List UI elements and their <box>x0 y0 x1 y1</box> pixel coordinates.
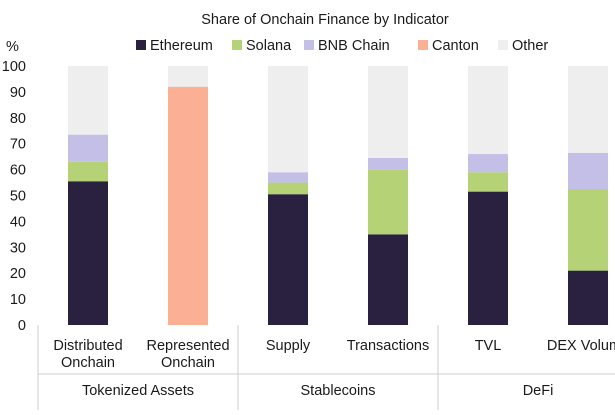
legend-swatch <box>304 40 314 50</box>
legend-label: Ethereum <box>150 38 213 54</box>
x-tick-label: Onchain <box>161 355 215 371</box>
bar-segment <box>268 66 308 173</box>
bar-segment <box>468 66 508 155</box>
x-tick-label: DEX Volume <box>547 338 615 354</box>
bar-stack <box>568 66 608 325</box>
bar-segment <box>468 191 508 325</box>
y-axis-unit-label: % <box>6 39 19 55</box>
legend-item: Solana <box>232 38 292 54</box>
bar-stack <box>168 66 208 325</box>
bar-stack <box>268 66 308 325</box>
x-tick-label: Supply <box>266 338 311 354</box>
bar-stack <box>368 66 408 325</box>
y-tick-label: 20 <box>10 266 26 282</box>
bar-segment <box>68 66 108 135</box>
bar-segment <box>268 182 308 195</box>
bar-segment <box>68 134 108 162</box>
bar-segment <box>368 169 408 235</box>
y-tick-label: 100 <box>2 59 26 75</box>
bar-segment <box>68 181 108 325</box>
legend-label: Solana <box>246 38 292 54</box>
x-group-label: Stablecoins <box>301 383 376 399</box>
bar-stack <box>68 66 108 325</box>
y-axis: 0 10 20 30 40 50 60 70 80 90 100 <box>2 59 26 334</box>
bars <box>68 66 608 325</box>
legend-item: Ethereum <box>136 38 213 54</box>
x-tick-label: Distributed <box>53 338 122 354</box>
bar-segment <box>268 194 308 325</box>
bar-segment <box>368 234 408 325</box>
bar-segment <box>68 161 108 182</box>
x-group-label: Tokenized Assets <box>82 383 194 399</box>
legend-item: BNB Chain <box>304 38 390 54</box>
bar-segment <box>568 189 608 271</box>
bar-stack <box>468 66 508 325</box>
legend-swatch <box>418 40 428 50</box>
legend-swatch <box>498 40 508 50</box>
x-tick-label: TVL <box>475 338 502 354</box>
bar-segment <box>568 66 608 153</box>
y-tick-label: 60 <box>10 163 26 179</box>
bar-segment <box>568 152 608 190</box>
y-tick-label: 10 <box>10 292 26 308</box>
bar-segment <box>468 172 508 192</box>
x-group-label: DeFi <box>523 383 554 399</box>
bar-segment <box>268 172 308 183</box>
x-tick-label: Represented <box>146 338 229 354</box>
bar-segment <box>368 157 408 170</box>
bar-segment <box>468 154 508 173</box>
y-tick-label: 0 <box>18 318 26 334</box>
bar-segment <box>568 270 608 325</box>
bar-segment <box>168 66 208 87</box>
legend-label: Other <box>512 38 548 54</box>
chart-title: Share of Onchain Finance by Indicator <box>201 12 449 28</box>
legend-label: Canton <box>432 38 479 54</box>
legend: Ethereum Solana BNB Chain Canton Other <box>136 38 548 54</box>
x-tick-label: Onchain <box>61 355 115 371</box>
legend-swatch <box>232 40 242 50</box>
y-tick-label: 40 <box>10 214 26 230</box>
y-tick-label: 90 <box>10 85 26 101</box>
legend-item: Other <box>498 38 548 54</box>
legend-item: Canton <box>418 38 479 54</box>
legend-swatch <box>136 40 146 50</box>
y-tick-label: 70 <box>10 137 26 153</box>
y-tick-label: 50 <box>10 189 26 205</box>
bar-segment <box>368 66 408 158</box>
bar-segment <box>168 86 208 325</box>
legend-label: BNB Chain <box>318 38 390 54</box>
y-tick-label: 80 <box>10 111 26 127</box>
x-tick-label: Transactions <box>347 338 429 354</box>
y-tick-label: 30 <box>10 240 26 256</box>
x-axis: DistributedOnchainRepresentedOnchainSupp… <box>37 325 615 410</box>
